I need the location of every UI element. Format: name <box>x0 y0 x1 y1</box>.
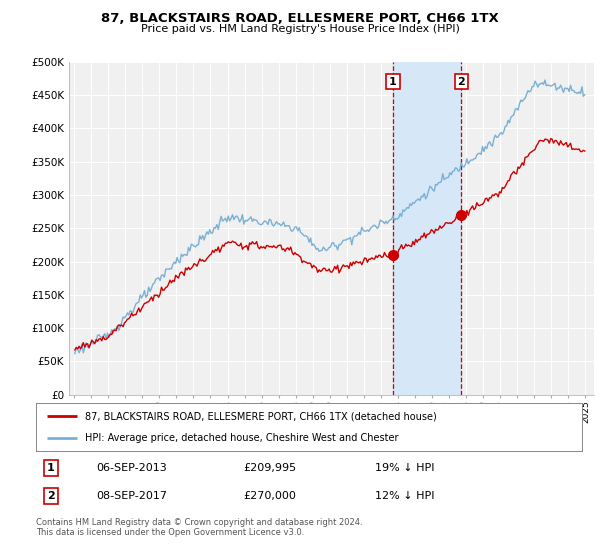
Bar <box>393 62 461 395</box>
Text: £209,995: £209,995 <box>244 463 296 473</box>
Text: 08-SEP-2017: 08-SEP-2017 <box>96 491 167 501</box>
Text: 87, BLACKSTAIRS ROAD, ELLESMERE PORT, CH66 1TX: 87, BLACKSTAIRS ROAD, ELLESMERE PORT, CH… <box>101 12 499 25</box>
Text: 2: 2 <box>457 77 465 87</box>
Text: 1: 1 <box>47 463 55 473</box>
Text: 2: 2 <box>47 491 55 501</box>
Text: HPI: Average price, detached house, Cheshire West and Chester: HPI: Average price, detached house, Ches… <box>85 433 398 443</box>
Text: 12% ↓ HPI: 12% ↓ HPI <box>374 491 434 501</box>
Text: 06-SEP-2013: 06-SEP-2013 <box>96 463 167 473</box>
Text: £270,000: £270,000 <box>244 491 296 501</box>
Text: 87, BLACKSTAIRS ROAD, ELLESMERE PORT, CH66 1TX (detached house): 87, BLACKSTAIRS ROAD, ELLESMERE PORT, CH… <box>85 411 437 421</box>
Text: 19% ↓ HPI: 19% ↓ HPI <box>374 463 434 473</box>
Text: 1: 1 <box>389 77 397 87</box>
Text: Contains HM Land Registry data © Crown copyright and database right 2024.
This d: Contains HM Land Registry data © Crown c… <box>36 518 362 538</box>
Text: Price paid vs. HM Land Registry's House Price Index (HPI): Price paid vs. HM Land Registry's House … <box>140 24 460 34</box>
